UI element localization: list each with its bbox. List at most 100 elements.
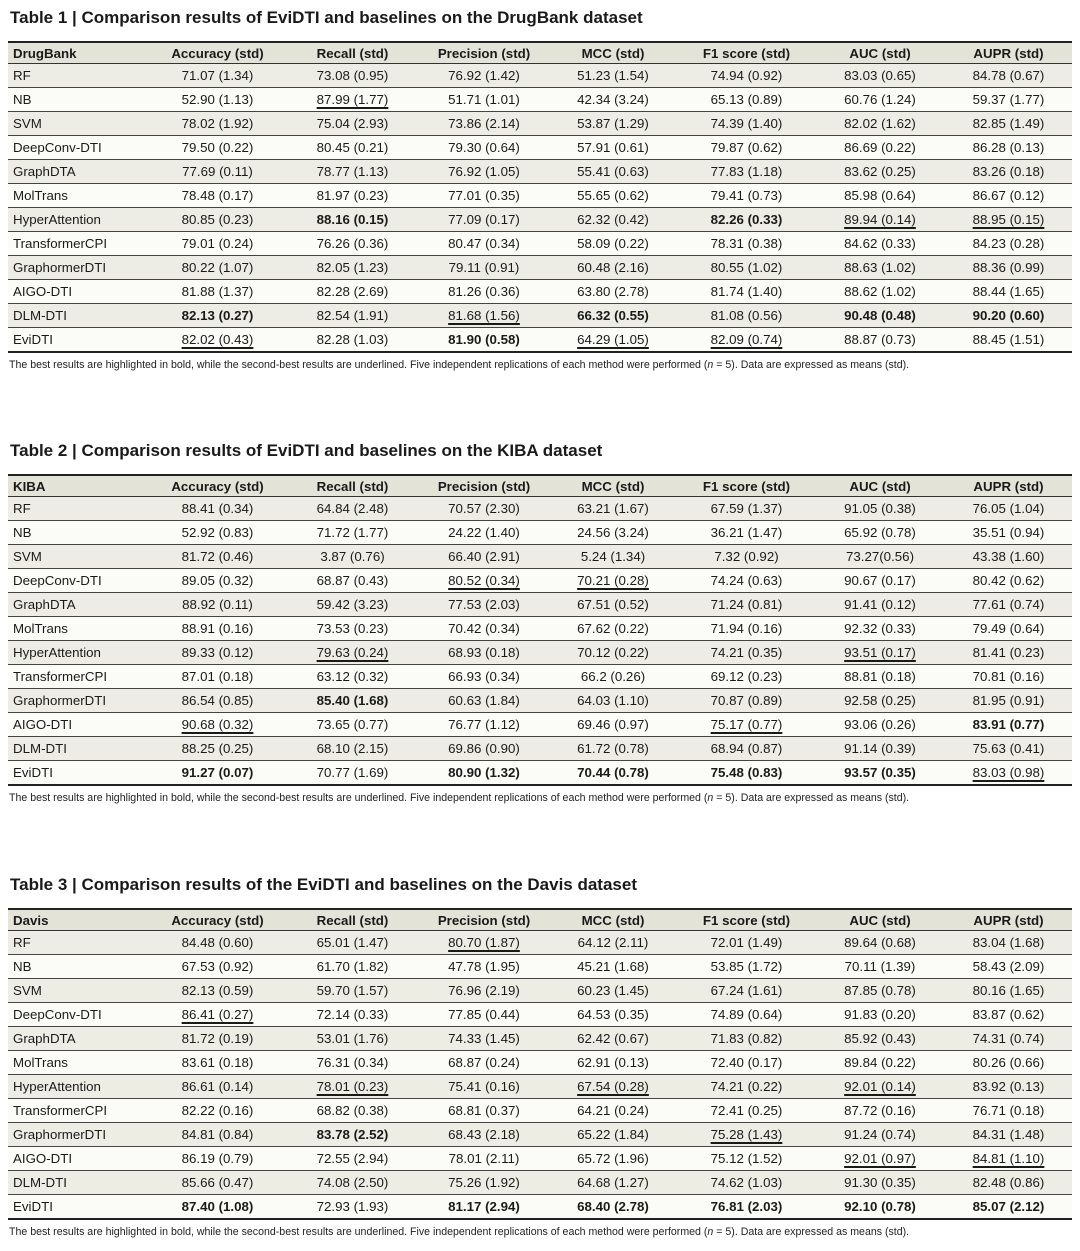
table-cell: 93.57 (0.35): [815, 760, 945, 785]
table-row: HyperAttention 89.33 (0.12) 79.63 (0.24) 68…: [8, 640, 1072, 665]
cell-value: 66.40 (2.91): [448, 549, 520, 564]
cell-value: 71.07 (1.34): [181, 68, 254, 83]
table-cell: 73.53 (0.23): [285, 616, 420, 641]
method-name: EviDTI: [8, 327, 150, 352]
table-cell: 84.23 (0.28): [945, 231, 1072, 256]
table-cell: 73.65 (0.77): [285, 712, 420, 737]
table-cell: 42.34 (3.24): [548, 87, 678, 112]
cell-value: 80.26 (0.66): [972, 1055, 1045, 1070]
cell-value: 86.67 (0.12): [972, 188, 1045, 203]
best-value: 92.10 (0.78): [844, 1199, 916, 1214]
table-cell: 53.87 (1.29): [548, 111, 678, 136]
cell-value: 84.48 (0.60): [181, 935, 254, 950]
table-cell: 83.03 (0.65): [815, 63, 945, 88]
table-cell: 85.07 (2.12): [945, 1194, 1072, 1219]
cell-value: 74.39 (1.40): [710, 116, 783, 131]
table-cell: 88.25 (0.25): [150, 736, 285, 761]
table-cell: 70.77 (1.69): [285, 760, 420, 785]
cell-value: 71.24 (0.81): [710, 597, 783, 612]
table-cell: 82.28 (1.03): [285, 327, 420, 352]
table-cell: 90.20 (0.60): [945, 303, 1072, 328]
cell-value: 81.08 (0.56): [710, 308, 783, 323]
cell-value: 89.64 (0.68): [844, 935, 916, 950]
second-best-value: 88.95 (0.15): [972, 212, 1045, 227]
table-cell: 60.76 (1.24): [815, 87, 945, 112]
cell-value: 47.78 (1.95): [448, 959, 520, 974]
footnote-text-end: = 5). Data are expressed as means (std).: [713, 359, 910, 371]
table-cell: 77.61 (0.74): [945, 592, 1072, 617]
cell-value: 91.41 (0.12): [844, 597, 916, 612]
table-cell: 73.08 (0.95): [285, 63, 420, 88]
cell-value: 79.11 (0.91): [448, 260, 520, 275]
method-name: SVM: [8, 111, 150, 136]
cell-value: 69.46 (0.97): [577, 717, 649, 732]
cell-value: 82.54 (1.91): [316, 308, 389, 323]
table-cell: 64.03 (1.10): [548, 688, 678, 713]
cell-value: 79.30 (0.64): [448, 140, 520, 155]
method-name: DLM-DTI: [8, 303, 150, 328]
cell-value: 72.40 (0.17): [710, 1055, 783, 1070]
method-name: GraphormerDTI: [8, 1122, 150, 1147]
cell-value: 81.74 (1.40): [710, 284, 783, 299]
cell-value: 66.93 (0.34): [448, 669, 520, 684]
cell-value: 83.87 (0.62): [972, 1007, 1045, 1022]
cell-value: 65.13 (0.89): [710, 92, 783, 107]
table-3-block: Table 3 | Comparison results of the EviD…: [8, 873, 1072, 1238]
best-value: 82.26 (0.33): [710, 212, 783, 227]
table-cell: 72.14 (0.33): [285, 1002, 420, 1027]
cell-value: 80.55 (1.02): [710, 260, 783, 275]
method-name: EviDTI: [8, 760, 150, 785]
table-2-footnote: The best results are highlighted in bold…: [9, 792, 1072, 804]
cell-value: 73.65 (0.77): [316, 717, 389, 732]
best-value: 75.48 (0.83): [710, 765, 783, 780]
cell-value: 91.30 (0.35): [844, 1175, 916, 1190]
table-cell: 81.17 (2.94): [420, 1194, 548, 1219]
best-value: 68.40 (2.78): [577, 1199, 649, 1214]
cell-value: 70.77 (1.69): [316, 765, 389, 780]
method-name: HyperAttention: [8, 207, 150, 232]
column-header: Recall (std): [285, 475, 420, 497]
cell-value: 53.85 (1.72): [710, 959, 783, 974]
table-cell: 58.09 (0.22): [548, 231, 678, 256]
table-cell: 61.72 (0.78): [548, 736, 678, 761]
cell-value: 91.05 (0.38): [844, 501, 916, 516]
table-cell: 66.93 (0.34): [420, 664, 548, 689]
table-cell: 88.92 (0.11): [150, 592, 285, 617]
table-cell: 73.86 (2.14): [420, 111, 548, 136]
table-cell: 87.99 (1.77): [285, 87, 420, 112]
method-name: MolTrans: [8, 616, 150, 641]
table-cell: 81.72 (0.46): [150, 544, 285, 569]
table-cell: 92.32 (0.33): [815, 616, 945, 641]
column-header: Precision (std): [420, 475, 548, 497]
table-cell: 68.10 (2.15): [285, 736, 420, 761]
table-cell: 74.21 (0.22): [678, 1074, 815, 1099]
table-cell: 64.21 (0.24): [548, 1098, 678, 1123]
footnote-text: The best results are highlighted in bold…: [9, 359, 708, 371]
table-cell: 70.57 (2.30): [420, 496, 548, 521]
table-cell: 89.05 (0.32): [150, 568, 285, 593]
table-cell: 91.24 (0.74): [815, 1122, 945, 1147]
table-cell: 68.81 (0.37): [420, 1098, 548, 1123]
cell-value: 55.65 (0.62): [577, 188, 649, 203]
table-cell: 88.45 (1.51): [945, 327, 1072, 352]
table-cell: 91.41 (0.12): [815, 592, 945, 617]
method-name: AIGO-DTI: [8, 1146, 150, 1171]
table-cell: 83.87 (0.62): [945, 1002, 1072, 1027]
table-cell: 63.21 (1.67): [548, 496, 678, 521]
table-cell: 88.16 (0.15): [285, 207, 420, 232]
cell-value: 83.03 (0.65): [844, 68, 916, 83]
table-cell: 65.01 (1.47): [285, 930, 420, 955]
cell-value: 76.31 (0.34): [316, 1055, 389, 1070]
table-cell: 83.62 (0.25): [815, 159, 945, 184]
table-cell: 79.30 (0.64): [420, 135, 548, 160]
table-row: EviDTI 91.27 (0.07) 70.77 (1.69) 80.90 (1.3…: [8, 760, 1072, 785]
table-cell: 77.01 (0.35): [420, 183, 548, 208]
table-cell: 76.05 (1.04): [945, 496, 1072, 521]
table-cell: 65.22 (1.84): [548, 1122, 678, 1147]
table-cell: 80.52 (0.34): [420, 568, 548, 593]
table-cell: 76.92 (1.42): [420, 63, 548, 88]
method-name: NB: [8, 954, 150, 979]
column-header: Precision (std): [420, 909, 548, 931]
table-cell: 75.41 (0.16): [420, 1074, 548, 1099]
table-cell: 76.71 (0.18): [945, 1098, 1072, 1123]
